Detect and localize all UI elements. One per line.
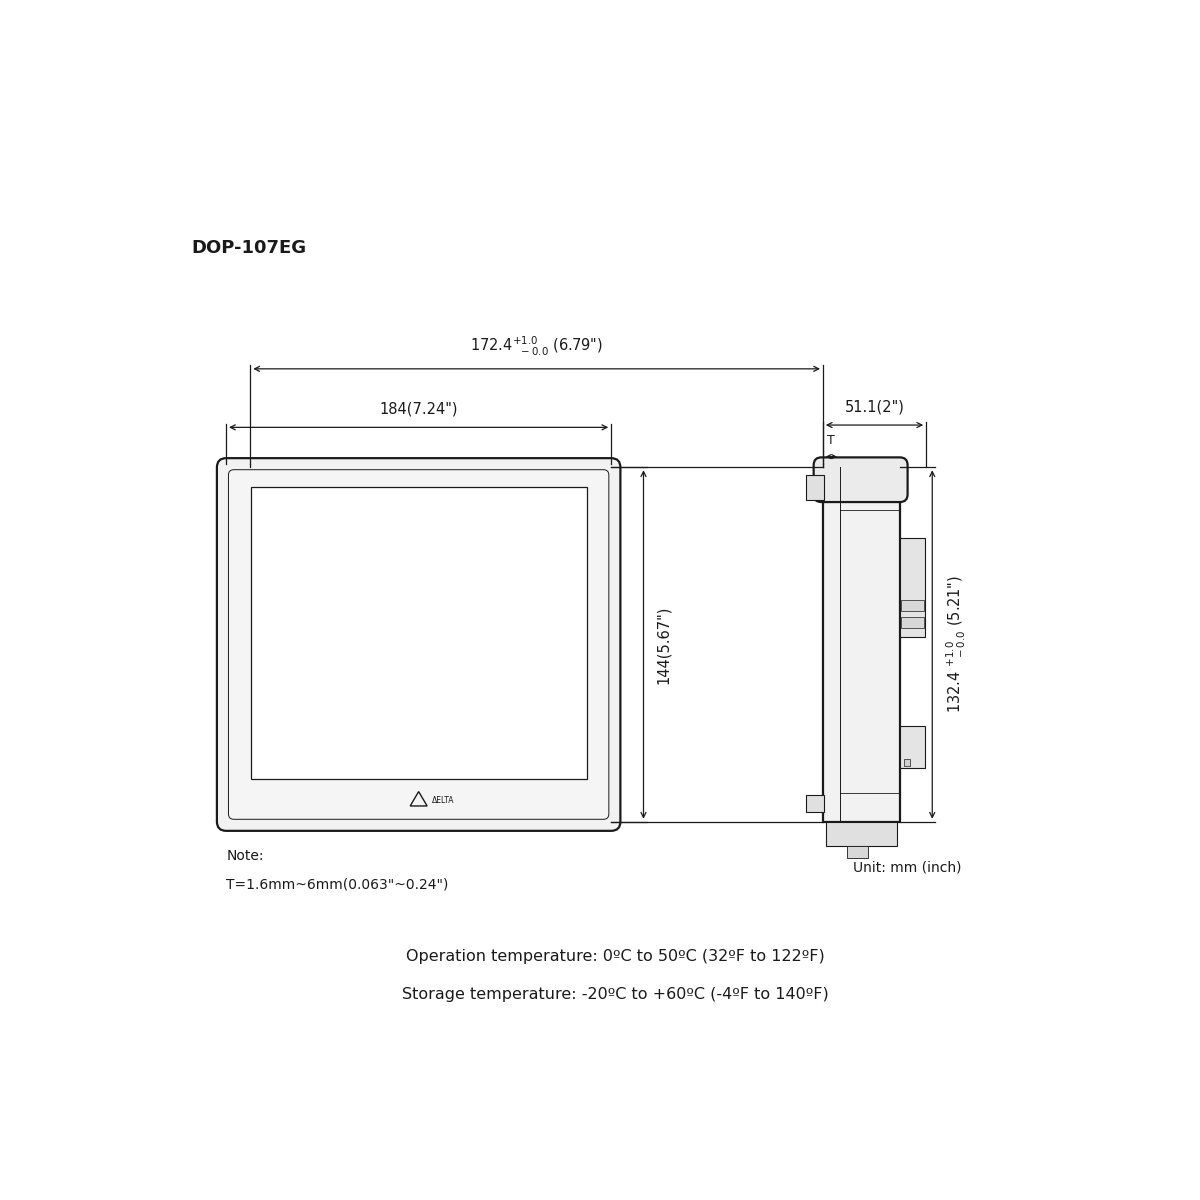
Bar — [901, 617, 924, 628]
Text: T: T — [828, 434, 835, 448]
Bar — [847, 846, 869, 858]
Text: 172.4$^{+1.0}_{\ \ -0.0}$ (6.79"): 172.4$^{+1.0}_{\ \ -0.0}$ (6.79") — [470, 335, 604, 358]
Bar — [900, 726, 924, 768]
Text: 144(5.67"): 144(5.67") — [656, 605, 671, 684]
Bar — [901, 600, 924, 611]
Bar — [823, 468, 900, 822]
Text: Operation temperature: 0ºC to 50ºC (32ºF to 122ºF): Operation temperature: 0ºC to 50ºC (32ºF… — [406, 949, 824, 964]
Text: 184(7.24"): 184(7.24") — [379, 402, 458, 416]
Bar — [251, 487, 587, 779]
Text: Note:: Note: — [226, 848, 264, 863]
FancyBboxPatch shape — [228, 469, 608, 820]
Text: T=1.6mm~6mm(0.063"~0.24"): T=1.6mm~6mm(0.063"~0.24") — [226, 878, 449, 892]
FancyBboxPatch shape — [814, 457, 907, 502]
Text: ΔELTA: ΔELTA — [432, 796, 455, 804]
Text: 132.4 $^{+1.0}_{\ \ -0.0}$ (5.21"): 132.4 $^{+1.0}_{\ \ -0.0}$ (5.21") — [944, 576, 967, 714]
Bar — [806, 475, 824, 499]
Text: Storage temperature: -20ºC to +60ºC (-4ºF to 140ºF): Storage temperature: -20ºC to +60ºC (-4º… — [402, 988, 828, 1002]
Text: Unit: mm (inch): Unit: mm (inch) — [853, 860, 961, 874]
Bar — [900, 539, 924, 637]
Text: DOP-107EG: DOP-107EG — [192, 239, 307, 257]
Bar — [904, 760, 910, 766]
FancyBboxPatch shape — [217, 458, 620, 830]
Text: 51.1(2"): 51.1(2") — [845, 400, 905, 414]
Bar — [806, 796, 824, 812]
Bar — [826, 822, 896, 846]
